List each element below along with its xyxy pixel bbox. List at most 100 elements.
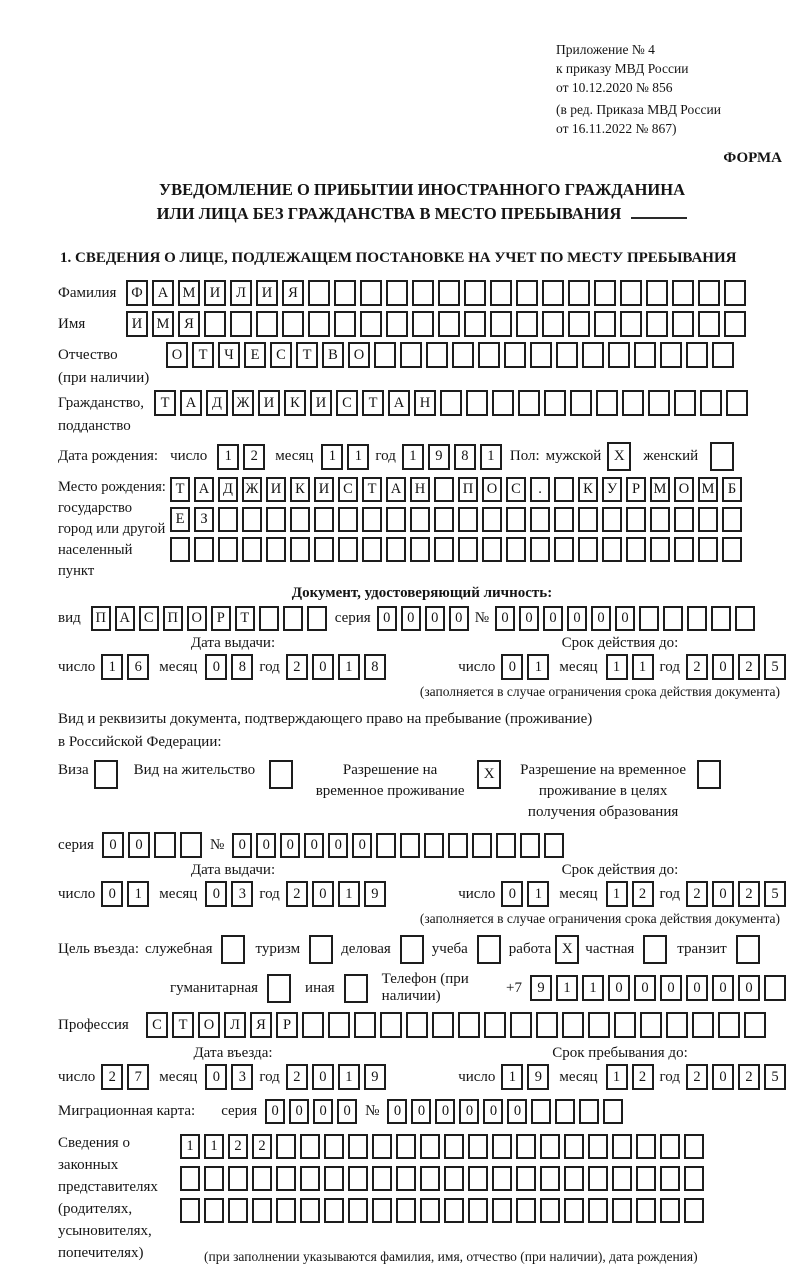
char-cell[interactable]: 1 bbox=[605, 881, 628, 907]
char-cell[interactable]: 0 bbox=[205, 654, 228, 680]
char-cell[interactable]: М bbox=[650, 477, 670, 502]
char-cell[interactable] bbox=[218, 507, 238, 532]
purpose-study-checkbox[interactable] bbox=[476, 935, 501, 964]
char-cell[interactable] bbox=[432, 1012, 454, 1038]
char-cell[interactable] bbox=[438, 280, 460, 306]
char-cell[interactable] bbox=[588, 1166, 608, 1191]
char-cell[interactable] bbox=[602, 537, 622, 562]
char-cell[interactable] bbox=[564, 1166, 584, 1191]
char-cell[interactable]: Т bbox=[172, 1012, 194, 1038]
char-cell[interactable] bbox=[612, 1166, 632, 1191]
char-cell[interactable]: 1 bbox=[631, 654, 654, 680]
char-cell[interactable] bbox=[300, 1166, 320, 1191]
char-cell[interactable]: К bbox=[578, 477, 598, 502]
char-cell[interactable]: И bbox=[126, 311, 148, 337]
char-cell[interactable]: 0 bbox=[608, 975, 630, 1001]
char-cell[interactable]: 0 bbox=[712, 881, 734, 907]
char-cell[interactable]: У bbox=[602, 477, 622, 502]
char-cell[interactable] bbox=[228, 1166, 248, 1191]
char-cell[interactable] bbox=[374, 342, 396, 368]
char-cell[interactable]: 1 bbox=[527, 881, 550, 907]
char-cell[interactable] bbox=[692, 1012, 714, 1038]
char-cell[interactable]: Д bbox=[218, 477, 238, 502]
char-cell[interactable]: Ж bbox=[232, 390, 254, 416]
char-cell[interactable] bbox=[620, 280, 642, 306]
char-cell[interactable]: 0 bbox=[507, 1099, 528, 1124]
char-cell[interactable]: 2 bbox=[738, 654, 760, 680]
char-cell[interactable] bbox=[282, 311, 304, 337]
char-cell[interactable] bbox=[338, 537, 358, 562]
char-cell[interactable]: 8 bbox=[453, 443, 476, 470]
char-cell[interactable]: 1 bbox=[337, 881, 360, 907]
char-cell[interactable]: 2 bbox=[285, 1064, 308, 1090]
char-cell[interactable] bbox=[452, 342, 474, 368]
char-cell[interactable] bbox=[544, 390, 566, 416]
char-cell[interactable] bbox=[506, 507, 526, 532]
char-cell[interactable] bbox=[684, 1166, 704, 1191]
char-cell[interactable] bbox=[504, 342, 526, 368]
char-cell[interactable]: 1 bbox=[337, 654, 360, 680]
char-cell[interactable]: Т bbox=[170, 477, 190, 502]
char-cell[interactable] bbox=[614, 1012, 636, 1038]
char-cell[interactable] bbox=[276, 1198, 296, 1223]
char-cell[interactable]: 0 bbox=[265, 1099, 286, 1124]
char-cell[interactable]: О bbox=[166, 342, 188, 368]
char-cell[interactable]: А bbox=[152, 280, 174, 306]
char-cell[interactable] bbox=[562, 1012, 584, 1038]
char-cell[interactable] bbox=[458, 1012, 480, 1038]
char-cell[interactable]: Т bbox=[234, 606, 255, 631]
char-cell[interactable] bbox=[314, 537, 334, 562]
char-cell[interactable]: И bbox=[256, 280, 278, 306]
char-cell[interactable]: 8 bbox=[363, 654, 386, 680]
char-cell[interactable] bbox=[520, 832, 541, 858]
char-cell[interactable]: 0 bbox=[313, 1099, 334, 1124]
char-cell[interactable]: А bbox=[114, 606, 135, 631]
char-cell[interactable] bbox=[386, 280, 408, 306]
char-cell[interactable]: 0 bbox=[543, 606, 563, 631]
char-cell[interactable] bbox=[290, 537, 310, 562]
char-cell[interactable] bbox=[484, 1012, 506, 1038]
char-cell[interactable] bbox=[594, 311, 616, 337]
char-cell[interactable] bbox=[588, 1134, 608, 1159]
char-cell[interactable] bbox=[362, 507, 382, 532]
char-cell[interactable] bbox=[434, 507, 454, 532]
char-cell[interactable]: И bbox=[204, 280, 226, 306]
char-cell[interactable]: 2 bbox=[631, 1064, 654, 1090]
char-cell[interactable]: 9 bbox=[530, 975, 552, 1001]
char-cell[interactable] bbox=[542, 311, 564, 337]
char-cell[interactable] bbox=[468, 1166, 488, 1191]
char-cell[interactable] bbox=[626, 507, 646, 532]
char-cell[interactable] bbox=[468, 1134, 488, 1159]
char-cell[interactable] bbox=[516, 280, 538, 306]
char-cell[interactable] bbox=[650, 507, 670, 532]
char-cell[interactable] bbox=[410, 537, 430, 562]
char-cell[interactable]: Т bbox=[362, 390, 384, 416]
char-cell[interactable] bbox=[386, 507, 406, 532]
char-cell[interactable]: 1 bbox=[217, 443, 240, 470]
char-cell[interactable] bbox=[578, 537, 598, 562]
visa-checkbox[interactable] bbox=[93, 760, 118, 789]
char-cell[interactable] bbox=[302, 1012, 324, 1038]
char-cell[interactable] bbox=[324, 1134, 344, 1159]
char-cell[interactable]: 0 bbox=[712, 1064, 734, 1090]
char-cell[interactable] bbox=[386, 311, 408, 337]
char-cell[interactable]: 7 bbox=[127, 1064, 150, 1090]
purpose-commercial-checkbox[interactable] bbox=[399, 935, 424, 964]
char-cell[interactable] bbox=[555, 1099, 576, 1124]
char-cell[interactable] bbox=[306, 606, 327, 631]
char-cell[interactable]: 0 bbox=[337, 1099, 358, 1124]
purpose-other-checkbox[interactable] bbox=[343, 973, 368, 1003]
char-cell[interactable] bbox=[440, 390, 462, 416]
char-cell[interactable]: 0 bbox=[483, 1099, 504, 1124]
char-cell[interactable] bbox=[620, 311, 642, 337]
char-cell[interactable] bbox=[735, 606, 755, 631]
char-cell[interactable]: 1 bbox=[501, 1064, 524, 1090]
char-cell[interactable] bbox=[530, 537, 550, 562]
char-cell[interactable] bbox=[410, 507, 430, 532]
char-cell[interactable] bbox=[726, 390, 748, 416]
char-cell[interactable]: 1 bbox=[180, 1134, 200, 1159]
char-cell[interactable]: К bbox=[290, 477, 310, 502]
char-cell[interactable] bbox=[554, 507, 574, 532]
char-cell[interactable]: Ж bbox=[242, 477, 262, 502]
char-cell[interactable] bbox=[554, 537, 574, 562]
